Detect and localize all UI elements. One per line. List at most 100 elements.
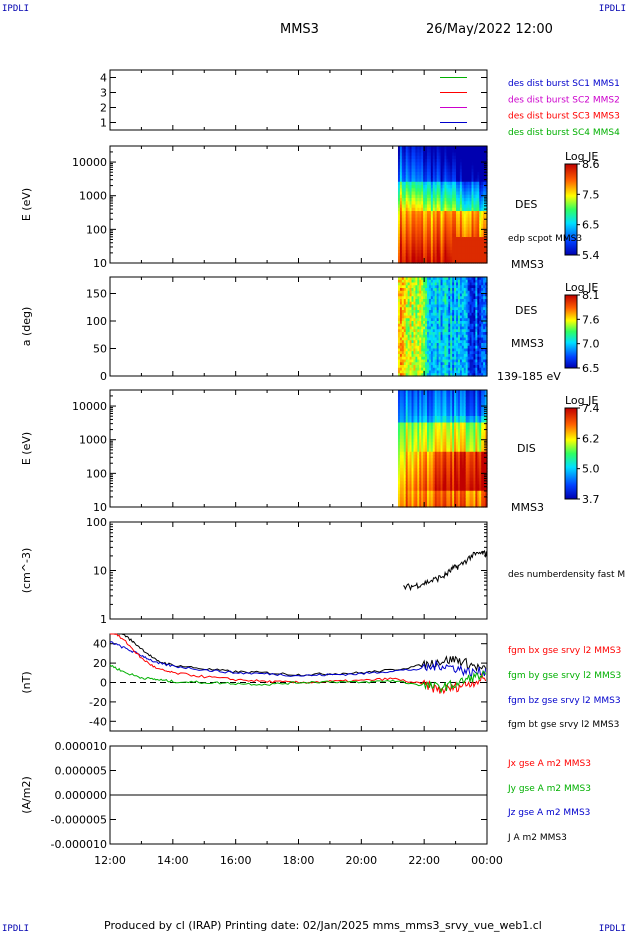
- heatmap-cell: [417, 461, 420, 466]
- heatmap-cell: [397, 194, 401, 199]
- heatmap-cell: [415, 390, 418, 394]
- heatmap-cell: [413, 399, 417, 404]
- heatmap-cell: [425, 458, 428, 463]
- heatmap-cell: [415, 432, 418, 437]
- heatmap-cell: [425, 429, 428, 433]
- heatmap-cell: [473, 432, 476, 437]
- heatmap-cell: [473, 285, 476, 289]
- heatmap-cell: [471, 490, 475, 495]
- heatmap-cell: [432, 181, 436, 186]
- heatmap-cell: [438, 277, 442, 281]
- heatmap-cell: [463, 310, 467, 314]
- heatmap-cell: [397, 318, 401, 322]
- heatmap-cell: [457, 304, 461, 308]
- heatmap-cell: [469, 279, 473, 284]
- heatmap-cell: [415, 393, 418, 398]
- heatmap-cell: [444, 296, 447, 300]
- heatmap-cell: [463, 191, 467, 196]
- heatmap-cell: [419, 230, 422, 235]
- heatmap-cell: [485, 337, 488, 341]
- heatmap-cell: [415, 343, 418, 347]
- heatmap-cell: [403, 484, 407, 489]
- heatmap-cell: [473, 455, 476, 459]
- heatmap-cell: [427, 494, 430, 498]
- heatmap-cell: [407, 282, 411, 286]
- heatmap-cell: [413, 403, 417, 407]
- heatmap-cell: [457, 214, 461, 219]
- heatmap-cell: [461, 370, 465, 374]
- heatmap-cell: [411, 259, 415, 264]
- heatmap-cell: [427, 403, 430, 407]
- heatmap-cell: [436, 296, 440, 300]
- heatmap-cell: [463, 419, 467, 424]
- heatmap-cell: [452, 503, 455, 508]
- heatmap-cell: [405, 455, 409, 459]
- heatmap-cell: [432, 422, 436, 427]
- heatmap-cell: [434, 409, 438, 414]
- heatmap-cell: [442, 288, 446, 292]
- heatmap-cell: [397, 416, 401, 420]
- heatmap-cell: [425, 277, 428, 281]
- heatmap-cell: [465, 246, 469, 251]
- heatmap-cell: [411, 396, 415, 401]
- heatmap-cell: [448, 285, 451, 289]
- heatmap-cell: [440, 432, 444, 437]
- heatmap-cell: [438, 429, 442, 433]
- heatmap-cell: [471, 162, 475, 167]
- heatmap-cell: [397, 477, 401, 482]
- heatmap-cell: [463, 406, 467, 411]
- heatmap-cell: [469, 481, 473, 485]
- heatmap-cell: [436, 191, 440, 196]
- heatmap-cell: [465, 165, 469, 170]
- heatmap-cell: [434, 224, 438, 228]
- heatmap-cell: [419, 301, 422, 306]
- heatmap-cell: [415, 403, 418, 407]
- heatmap-cell: [432, 214, 436, 219]
- legend-entry: des dist burst SC4 MMS4: [508, 128, 620, 138]
- heatmap-cell: [481, 230, 484, 235]
- heatmap-cell: [434, 416, 438, 420]
- heatmap-cell: [465, 146, 469, 150]
- heatmap-cell: [450, 497, 453, 502]
- heatmap-cell: [461, 406, 465, 411]
- heatmap-cell: [473, 399, 476, 404]
- heatmap-cell: [417, 188, 420, 193]
- heatmap-cell: [419, 337, 422, 341]
- heatmap-cell: [469, 425, 473, 430]
- heatmap-cell: [454, 416, 457, 420]
- heatmap-cell: [454, 318, 457, 322]
- heatmap-cell: [397, 396, 401, 401]
- heatmap-cell: [440, 455, 444, 459]
- heatmap-cell: [432, 321, 436, 325]
- heatmap-cell: [459, 201, 463, 206]
- heatmap-cell: [415, 178, 418, 183]
- heatmap-cell: [421, 312, 424, 317]
- heatmap-cell: [448, 490, 451, 495]
- heatmap-cell: [454, 326, 457, 330]
- heatmap-cell: [409, 448, 413, 453]
- heatmap-cell: [450, 253, 453, 258]
- colorbar-tick-label: 7.6: [582, 313, 600, 326]
- heatmap-cell: [436, 348, 440, 352]
- heatmap-cell: [428, 406, 432, 411]
- heatmap-cell: [459, 230, 463, 235]
- heatmap-cell: [454, 477, 457, 482]
- heatmap-cell: [411, 477, 415, 482]
- heatmap-cell: [440, 246, 444, 251]
- heatmap-cell: [415, 464, 418, 469]
- heatmap-cell: [409, 296, 413, 300]
- heatmap-cell: [456, 393, 459, 398]
- heatmap-cell: [461, 343, 465, 347]
- heatmap-cell: [479, 240, 482, 245]
- heatmap-cell: [409, 277, 413, 281]
- heatmap-cell: [415, 373, 418, 377]
- panel-right-label: edp scpot MMS3: [508, 234, 582, 244]
- heatmap-cell: [417, 356, 420, 361]
- heatmap-cell: [407, 233, 411, 238]
- heatmap-cell: [463, 207, 467, 212]
- heatmap-cell: [407, 432, 411, 437]
- heatmap-cell: [401, 487, 405, 492]
- heatmap-cell: [415, 217, 418, 222]
- heatmap-cell: [415, 409, 418, 414]
- heatmap-cell: [485, 168, 488, 173]
